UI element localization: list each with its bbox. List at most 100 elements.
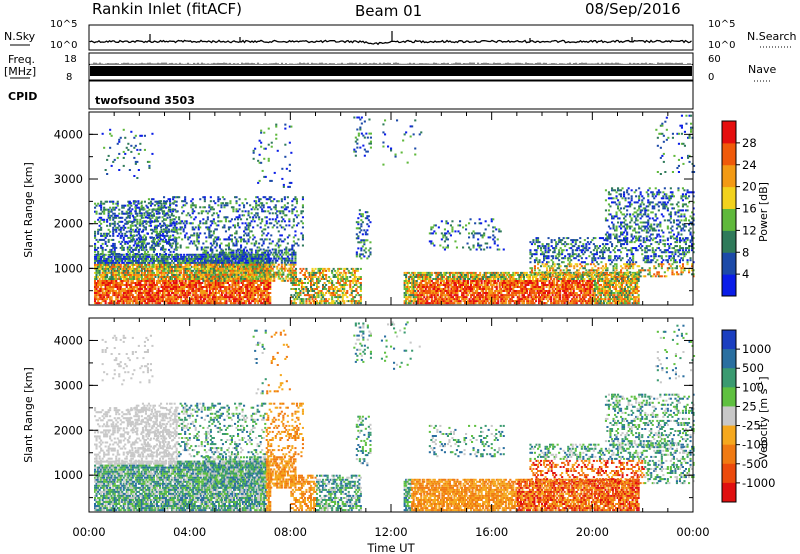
power-cell [101,265,104,268]
power-cell [193,210,196,213]
power-cell [168,302,171,305]
power-cell [160,230,163,233]
power-cell [121,271,124,274]
power-cell [115,271,118,274]
power-cell [242,298,245,301]
power-cell [294,255,297,258]
power-cell [242,257,245,260]
power-cell [244,246,247,249]
power-cell [172,274,175,276]
power-cell [212,208,215,211]
power-cell [282,240,285,243]
power-cell [193,292,196,294]
power-cell [322,284,325,286]
power-cell [174,284,177,286]
power-cell [165,271,168,274]
power-cell [170,224,173,227]
power-cell [250,242,253,245]
power-cell [239,288,242,290]
power-cell [171,212,174,215]
power-cell [189,269,192,272]
power-cell [97,269,100,272]
power-cell [260,294,263,297]
power-cell [124,226,127,229]
power-cell [112,294,115,297]
power-cell [104,278,107,280]
power-cell [335,271,338,274]
power-cell [234,271,237,274]
power-cell [264,288,267,290]
nsearch-label: N.Search [747,30,797,43]
power-cell [326,300,329,303]
power-cell [190,271,193,274]
power-cell [229,292,232,294]
power-cell [154,263,157,266]
power-cell [115,202,118,205]
power-cell [270,265,273,268]
power-cell [131,236,134,239]
power-cell [149,267,152,270]
power-cell [94,257,97,260]
power-cell [149,259,152,262]
power-cell [267,300,270,303]
power-cell [181,200,184,203]
power-cell [159,242,162,245]
power-cell [221,273,224,276]
power-cell [313,302,316,305]
power-cell [121,276,124,278]
power-cell [180,288,183,290]
power-cell [136,222,139,225]
power-cell [220,290,223,292]
power-cell [104,280,107,282]
beam-title: Beam 01 [355,2,422,20]
power-cell [134,242,137,245]
power-cell [155,296,158,299]
power-cell [152,261,155,264]
power-cell [222,292,225,294]
power-cell [112,261,115,264]
power-cell [219,300,222,303]
power-cell [235,196,238,199]
power-cell [94,253,97,256]
power-cell [208,302,211,305]
power-cell [269,286,272,288]
power-cell [149,212,152,215]
power-cell [199,198,202,201]
power-cell [131,255,134,258]
power-cell [258,267,261,270]
power-cell [97,261,100,264]
power-cell [268,212,271,215]
power-cell [160,280,163,282]
power-cell [245,296,248,299]
power-cell [151,280,154,282]
power-cell [366,229,369,232]
power-cell [104,232,107,235]
power-cell [175,294,178,297]
power-cell [232,263,235,266]
power-cell [97,230,100,233]
power-cell [131,220,134,223]
power-cell [131,294,134,297]
power-cell [199,286,202,288]
power-cell [198,267,201,270]
power-cell [128,246,131,249]
power-cell [145,302,148,305]
power-cell [238,208,241,211]
power-cell [98,255,101,258]
power-cell [286,251,289,254]
power-cell [260,292,263,294]
power-cell [145,222,148,225]
power-cell [250,251,253,254]
power-cell [113,206,116,209]
power-cell [175,276,178,278]
power-cell [160,276,163,278]
power-cell [366,211,369,214]
power-cell [163,228,166,231]
power-cell [155,300,158,303]
power-cell [174,290,177,292]
power-cell [122,271,125,274]
power-cell [305,300,308,303]
power-cell [184,226,187,229]
power-cell [235,238,238,241]
power-cell [255,298,258,301]
